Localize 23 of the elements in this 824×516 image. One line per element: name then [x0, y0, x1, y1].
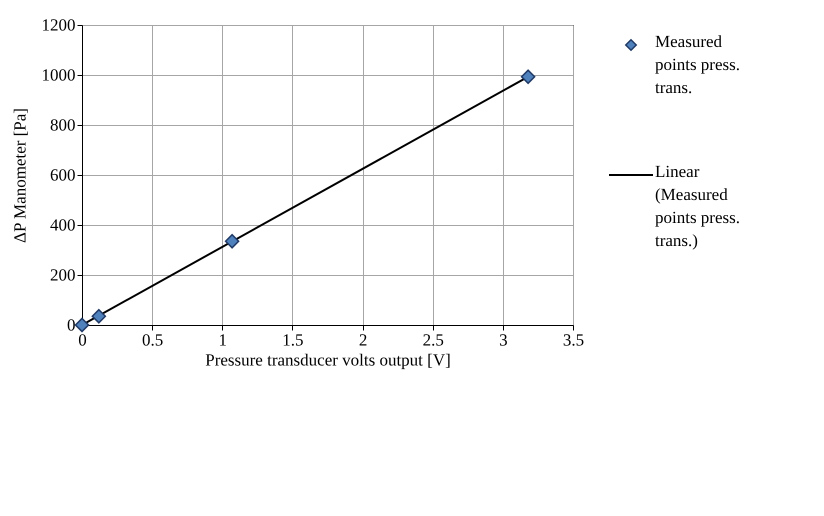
y-tick-label: 800: [50, 116, 76, 134]
x-tick-label: 3: [499, 330, 508, 350]
x-tick-label: 0.5: [142, 330, 164, 350]
point: [520, 69, 536, 84]
legend-label: Measured points press. trans.: [655, 32, 740, 97]
y-tick-label: 600: [50, 166, 76, 184]
point: [92, 308, 106, 324]
x-axis-title: Pressure transducer volts output [V]: [205, 350, 451, 370]
point: [74, 318, 90, 332]
y-tick-label: 1000: [42, 66, 76, 84]
x-tick-label: 2: [358, 330, 368, 350]
y-tick-label: 0: [67, 316, 76, 334]
y-tick-label: 400: [50, 216, 76, 234]
y-tick-label: 200: [50, 266, 76, 284]
x-tick-label: 0: [78, 330, 87, 350]
x-tick-label: 2.5: [422, 330, 444, 350]
y-tick-label: 1200: [42, 16, 76, 34]
legend-label: Linear (Measured points press. trans.): [655, 162, 740, 250]
x-tick-label: 1: [218, 330, 228, 350]
point: [224, 234, 240, 249]
x-tick-label: 3.5: [562, 330, 584, 350]
y-axis-title: ΔP Manometer [Pa]: [10, 108, 30, 243]
x-tick-label: 1.5: [282, 330, 304, 350]
